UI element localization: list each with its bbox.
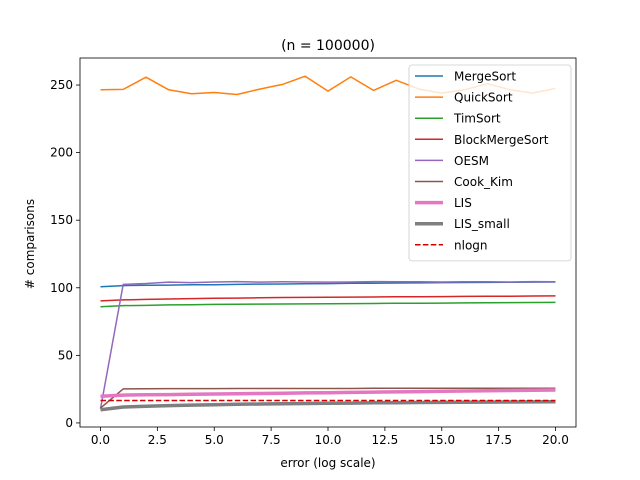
series-line-lis (100, 388, 556, 398)
y-tick-label: 100 (50, 281, 73, 295)
legend-label: TimSort (453, 112, 501, 126)
series-line-oesm (99, 280, 556, 409)
x-tick-label: 0.0 (91, 433, 110, 447)
series-line-timsort (100, 301, 556, 308)
legend-label: BlockMergeSort (454, 133, 549, 147)
y-axis-label: # comparisons (23, 199, 37, 289)
legend-label: nlogn (454, 238, 488, 252)
y-tick-label: 250 (50, 78, 73, 92)
legend-label: OESM (454, 154, 489, 168)
chart-title: (n = 100000) (281, 38, 375, 54)
x-tick-label: 5.0 (205, 433, 224, 447)
y-tick-label: 0 (65, 416, 73, 430)
x-tick-label: 12.5 (372, 433, 399, 447)
y-tick-label: 200 (50, 146, 73, 160)
x-tick-label: 15.0 (428, 433, 455, 447)
x-tick-label: 2.5 (148, 433, 167, 447)
x-axis-label: error (log scale) (280, 456, 375, 470)
legend-label: LIS (454, 196, 472, 210)
x-tick-label: 20.0 (542, 433, 569, 447)
x-tick-label: 17.5 (485, 433, 512, 447)
legend-label: LIS_small (454, 217, 510, 231)
series-line-lis-small (100, 399, 556, 412)
series-line-cook-kim (100, 387, 556, 409)
series-line-blockmergesort (100, 295, 556, 302)
legend-label: Cook_Kim (454, 175, 513, 189)
y-tick-label: 50 (58, 348, 73, 362)
legend-label: QuickSort (454, 91, 513, 105)
y-tick-label: 150 (50, 213, 73, 227)
legend-box (408, 64, 572, 262)
x-tick-label: 10.0 (315, 433, 342, 447)
legend: MergeSort QuickSort TimSort BlockMergeSort O… (408, 64, 572, 262)
x-tick-label: 7.5 (262, 433, 281, 447)
legend-label: MergeSort (454, 70, 516, 84)
